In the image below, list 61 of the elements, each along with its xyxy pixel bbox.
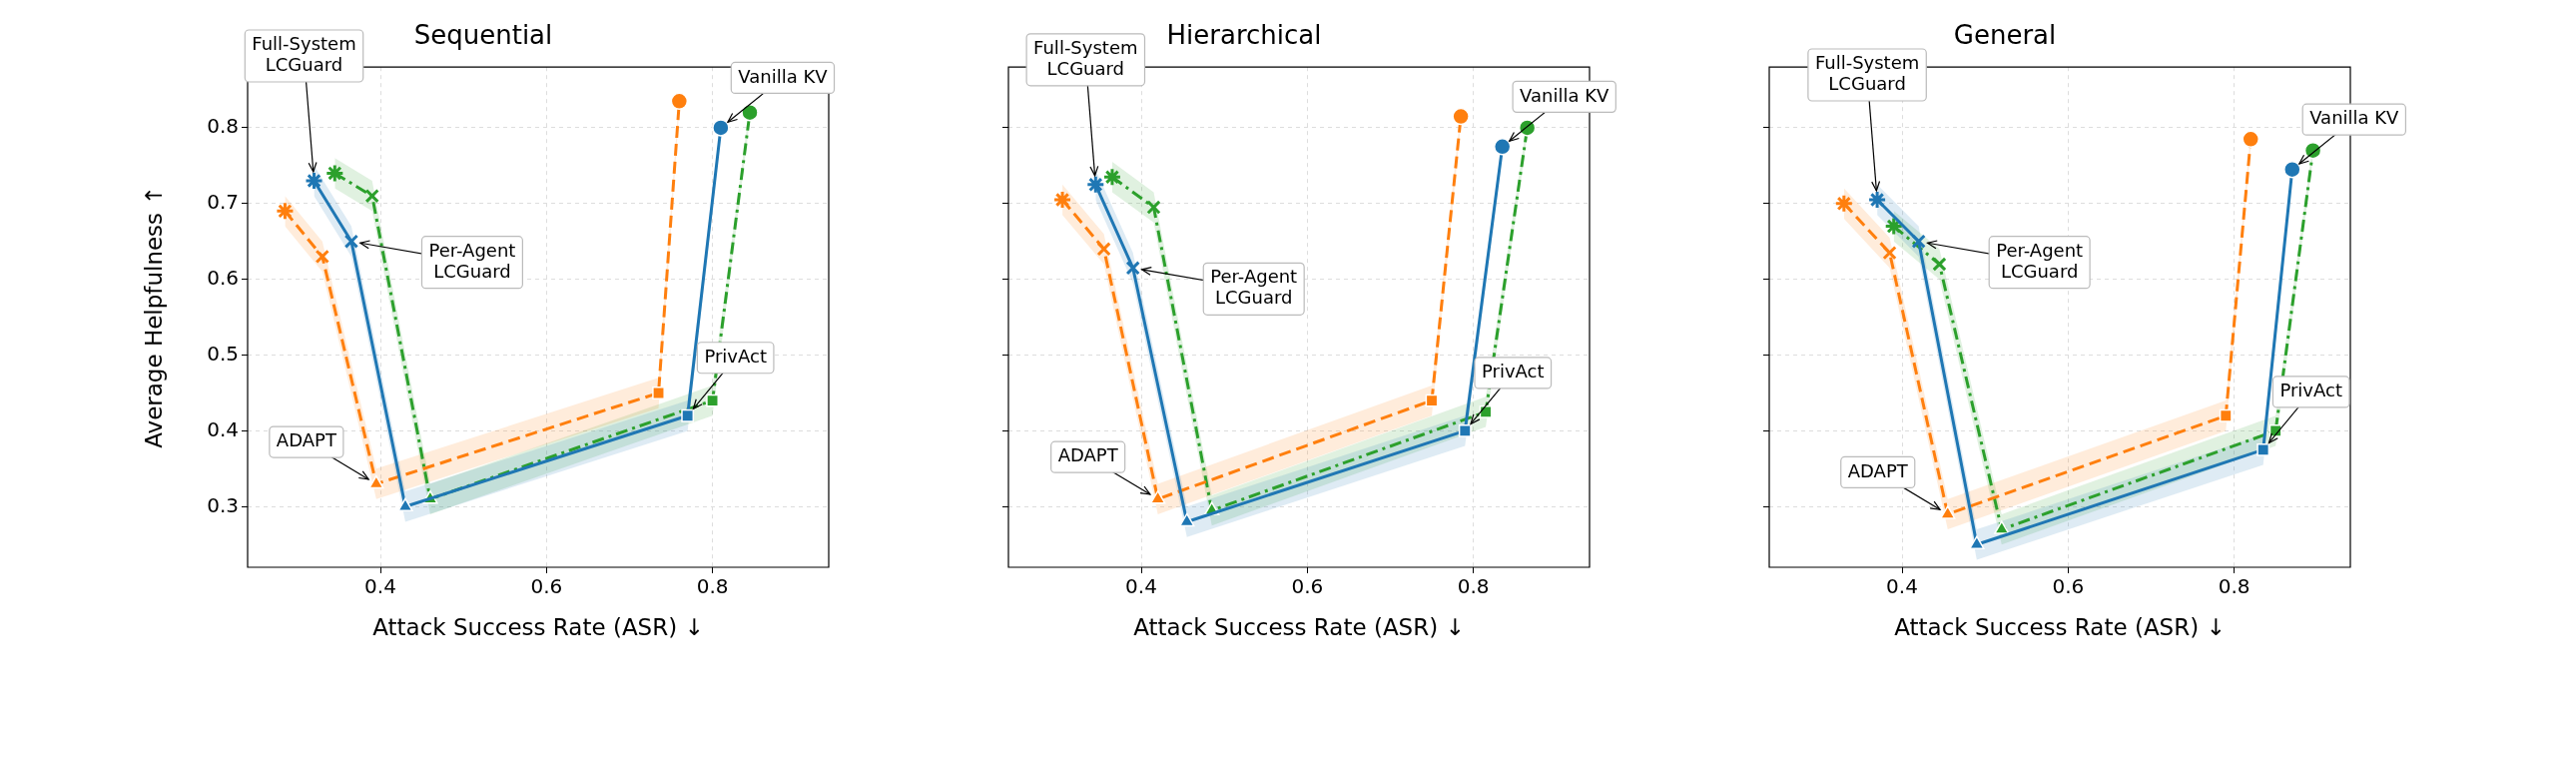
x-axis-title: Attack Success Rate (ASR) ↓: [1133, 614, 1465, 641]
point: [1125, 261, 1140, 276]
point: [2256, 442, 2270, 456]
annotation: Vanilla KV: [2309, 107, 2400, 129]
chart-title: Sequential: [413, 20, 553, 51]
point: [1882, 245, 1897, 261]
y-tick-label: 0.8: [207, 114, 239, 139]
point: [1452, 107, 1470, 126]
x-tick-label: 0.6: [530, 574, 563, 599]
annotation: Full-System LCGuard: [1033, 36, 1138, 79]
x-tick-label: 0.4: [1125, 574, 1157, 599]
point: [1096, 242, 1111, 257]
annotation: PrivAct: [704, 345, 767, 367]
point: [1146, 200, 1161, 215]
annotation: Vanilla KV: [1520, 84, 1610, 106]
x-tick-label: 0.8: [696, 574, 729, 599]
x-tick-label: 0.6: [1291, 574, 1324, 599]
point: [1911, 234, 1926, 249]
x-tick-label: 0.8: [1457, 574, 1490, 599]
y-axis-title: Average Helpfulness ↑: [140, 186, 167, 448]
point: [1969, 535, 1985, 549]
annotation: Full-System LCGuard: [252, 33, 356, 76]
point: [397, 497, 413, 512]
point: [1994, 520, 2010, 534]
chart-title: Hierarchical: [1166, 20, 1322, 51]
point: [364, 189, 379, 204]
annotation: Per-Agent LCGuard: [1996, 239, 2084, 282]
annotation: Vanilla KV: [738, 65, 829, 87]
annotation: ADAPT: [1057, 444, 1119, 466]
y-tick-label: 0.3: [207, 492, 239, 517]
point: [1458, 424, 1472, 437]
point: [2219, 408, 2233, 422]
point: [681, 408, 695, 422]
annotation: Per-Agent LCGuard: [428, 239, 516, 282]
x-tick-label: 0.4: [364, 574, 396, 599]
point: [2283, 160, 2301, 179]
chart-title: General: [1953, 20, 2057, 51]
point: [1940, 505, 1956, 519]
point: [315, 249, 329, 265]
annotation: ADAPT: [1847, 459, 1909, 481]
annotation: ADAPT: [276, 429, 337, 451]
y-tick-label: 0.6: [207, 265, 239, 290]
x-axis-title: Attack Success Rate (ASR) ↓: [1894, 614, 2226, 641]
x-tick-label: 0.6: [2052, 574, 2085, 599]
y-tick-label: 0.4: [207, 416, 239, 441]
annotation: PrivAct: [1482, 361, 1545, 383]
point: [741, 103, 759, 122]
point: [1932, 257, 1947, 272]
point: [712, 119, 730, 137]
point: [343, 234, 359, 249]
annotation: PrivAct: [2279, 380, 2342, 401]
annotation: Per-Agent LCGuard: [1210, 266, 1298, 309]
y-tick-label: 0.5: [207, 341, 239, 366]
x-axis-title: Attack Success Rate (ASR) ↓: [372, 614, 704, 641]
x-tick-label: 0.4: [1886, 574, 1918, 599]
point: [1179, 512, 1195, 527]
annotation: Full-System LCGuard: [1814, 52, 1920, 95]
point: [368, 474, 384, 489]
point: [2242, 130, 2259, 149]
x-tick-label: 0.8: [2218, 574, 2251, 599]
y-tick-label: 0.7: [207, 189, 239, 214]
